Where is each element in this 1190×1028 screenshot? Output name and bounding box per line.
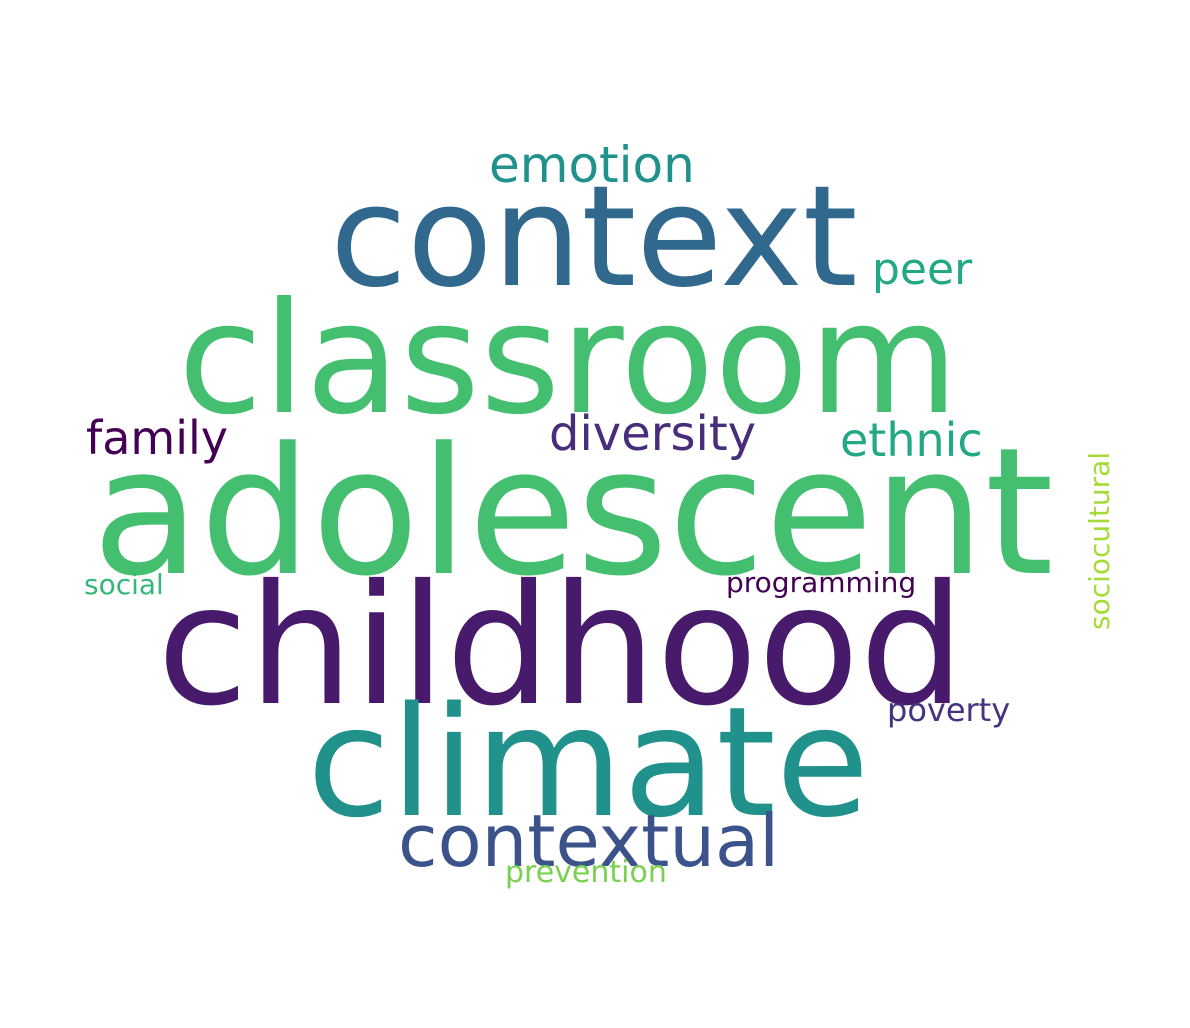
word-poverty: poverty	[887, 691, 1011, 729]
word-social: social	[84, 568, 164, 601]
word-ethnic: ethnic	[840, 413, 983, 467]
word-programming: programming	[726, 566, 917, 599]
word-sociocultural: sociocultural	[1083, 451, 1116, 630]
word-prevention: prevention	[505, 855, 667, 890]
word-classroom: classroom	[178, 270, 959, 449]
word-diversity: diversity	[549, 406, 757, 462]
word-contextual: contextual	[398, 799, 780, 883]
word-adolescent: adolescent	[92, 410, 1054, 615]
word-peer: peer	[872, 244, 973, 295]
word-climate: climate	[307, 674, 870, 851]
word-context: context	[330, 156, 858, 319]
word-childhood: childhood	[157, 550, 965, 743]
word-family: family	[86, 411, 228, 465]
word-emotion: emotion	[489, 136, 695, 194]
